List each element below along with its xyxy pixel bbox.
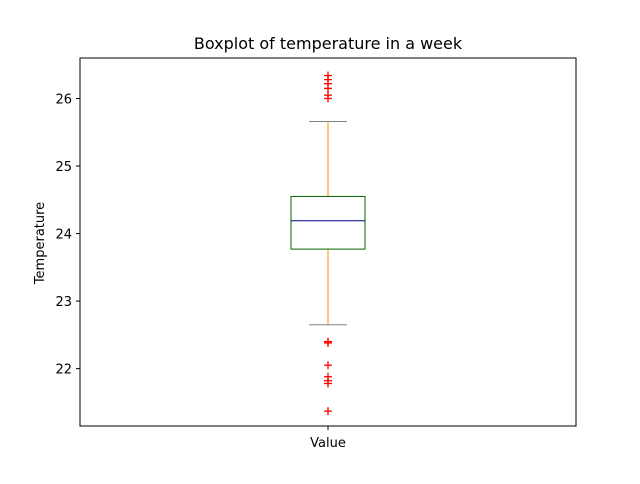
outlier-point: [324, 94, 332, 103]
y-tick-label: 25: [55, 160, 72, 175]
iqr-box: [290, 195, 366, 250]
x-axis-ticks: Value: [310, 426, 346, 451]
axes-frame: [79, 57, 577, 427]
y-axis-ticks: 22 23 24 25 26: [55, 93, 80, 378]
outlier-point: [324, 379, 332, 388]
y-axis-label: Temperature: [33, 202, 48, 285]
outlier-point: [324, 361, 332, 370]
chart-title: Boxplot of temperature in a week: [194, 34, 463, 53]
x-tick-label: Value: [310, 436, 346, 451]
outlier-point: [324, 338, 332, 347]
y-tick-label: 22: [55, 363, 72, 378]
y-tick-label: 26: [55, 93, 72, 108]
outlier-point: [324, 84, 332, 93]
y-tick-label: 23: [55, 295, 72, 310]
y-tick-label: 24: [55, 228, 72, 243]
plot-area: [290, 71, 366, 416]
outlier-point: [324, 407, 332, 416]
